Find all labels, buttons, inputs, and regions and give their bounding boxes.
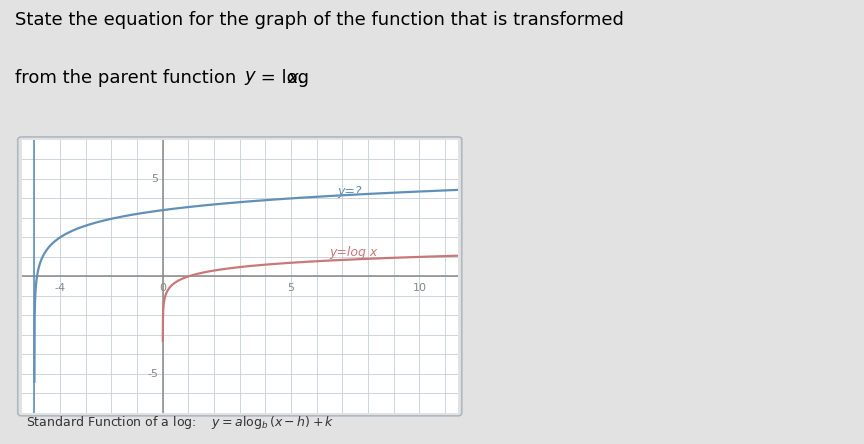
Text: 5: 5 [288,283,295,293]
Text: 0: 0 [159,283,166,293]
Text: = log: = log [255,69,314,87]
Text: -5: -5 [147,369,158,379]
Text: 10: 10 [412,283,427,293]
Text: y=log x: y=log x [329,246,378,258]
Text: 5: 5 [151,174,158,184]
Text: $x$.: $x$. [287,69,303,87]
Text: from the parent function: from the parent function [15,69,242,87]
Text: State the equation for the graph of the function that is transformed: State the equation for the graph of the … [15,11,624,29]
Text: Standard Function of a log:    $y = a\log_b(x-h)+k$: Standard Function of a log: $y = a\log_b… [26,414,334,431]
Text: -4: -4 [54,283,66,293]
Text: y=?: y=? [337,185,362,198]
Text: $y$: $y$ [244,69,257,87]
